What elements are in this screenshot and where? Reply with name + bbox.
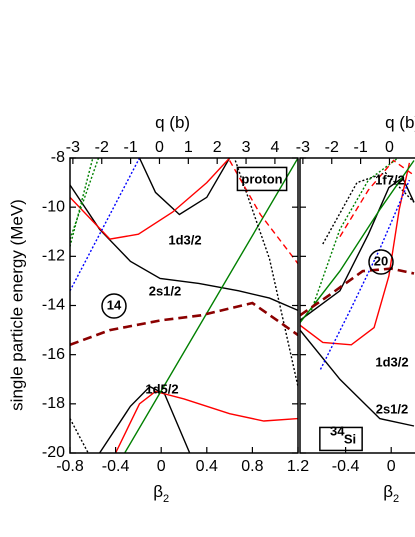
x-axis-label-subscript: 2: [393, 493, 399, 505]
y-tick-label: -10: [42, 198, 65, 215]
x2-tick-label: 3: [242, 139, 251, 156]
x2-tick-label: 2: [213, 139, 222, 156]
x-axis-label-subscript: 2: [163, 493, 169, 505]
x-axis-label-symbol: β: [153, 482, 163, 501]
panel: -0.40-3-2-101β2q (b)1f7/2201d3/22s1/234S…: [296, 113, 415, 505]
x-tick-label: -0.4: [102, 458, 130, 475]
curve: [70, 184, 298, 312]
curve: [70, 158, 231, 240]
y-axis-label: single particle energy (MeV): [7, 199, 26, 411]
curve: [310, 158, 399, 311]
x2-tick-label: -3: [66, 139, 80, 156]
plot-area: [70, 158, 298, 453]
x-tick-label: -0.4: [332, 458, 360, 475]
x2-tick-label: -1: [123, 139, 137, 156]
x-tick-label: 0: [387, 458, 396, 475]
curve: [99, 385, 191, 453]
x-tick-label: -0.8: [56, 458, 84, 475]
y-tick-label: -20: [42, 444, 65, 461]
x2-tick-label: 4: [270, 139, 279, 156]
annotation: 20: [374, 253, 388, 268]
x2-axis-label: q (b): [155, 113, 190, 132]
curve: [300, 267, 415, 317]
y-tick-label: -18: [42, 395, 65, 412]
annotation: 2s1/2: [149, 283, 182, 298]
curve: [300, 329, 415, 427]
annotation: 14: [107, 297, 122, 312]
curve: [70, 158, 100, 240]
annotation: 1d3/2: [168, 232, 201, 247]
x-axis-label: β2: [153, 482, 169, 505]
y-tick-label: -12: [42, 248, 65, 265]
y-tick-label: -14: [42, 297, 65, 314]
x-tick-label: 0: [157, 458, 166, 475]
annotation-box: [236, 166, 288, 192]
x2-tick-label: 1: [184, 139, 193, 156]
y-tick-label: -8: [51, 149, 65, 166]
curve: [300, 162, 411, 346]
curve: [70, 418, 89, 453]
x-tick-label: 1.2: [287, 458, 309, 475]
x2-tick-label: -3: [296, 139, 310, 156]
x-axis-label: β2: [383, 482, 399, 505]
curve: [339, 159, 415, 238]
x2-tick-label: 0: [385, 139, 394, 156]
x2-axis-label: q (b): [385, 113, 415, 132]
x2-tick-label: -2: [95, 139, 109, 156]
curve: [300, 160, 415, 324]
plot-area: [300, 158, 415, 427]
curve: [138, 158, 231, 216]
curve: [234, 160, 298, 387]
curve: [228, 160, 298, 265]
x-tick-label: 0.4: [196, 458, 218, 475]
annotation-circle: [101, 293, 127, 319]
panel: -8-10-12-14-16-18-20-0.8 -0.4 0 0.4 0.8 1.2-3…: [42, 113, 309, 505]
x2-tick-label: 0: [155, 139, 164, 156]
curve: [70, 158, 94, 247]
x2-tick-label: -2: [325, 139, 339, 156]
y-tick-label: -16: [42, 346, 65, 363]
curve: [114, 390, 298, 453]
annotation: 1f7/2: [375, 172, 405, 187]
x2-tick-label: -1: [353, 139, 367, 156]
annotation: 1d3/2: [375, 354, 408, 369]
curve: [124, 158, 298, 453]
x-tick-label: 0.8: [241, 458, 263, 475]
annotation: 1d5/2: [145, 381, 178, 396]
annotation-circle: [368, 249, 394, 275]
curve: [70, 301, 298, 347]
curve: [70, 158, 141, 292]
annotation: Si: [344, 431, 356, 446]
curve: [322, 171, 415, 245]
x2-tick-label: 1: [414, 139, 415, 156]
annotation: 2s1/2: [376, 401, 409, 416]
curve: [319, 179, 411, 370]
annotation-box: [319, 426, 363, 452]
plots: -8-10-12-14-16-18-20-0.8 -0.4 0 0.4 0.8 1.2-3…: [42, 113, 415, 505]
x-axis-label-symbol: β: [383, 482, 393, 501]
annotation: proton: [241, 171, 282, 186]
